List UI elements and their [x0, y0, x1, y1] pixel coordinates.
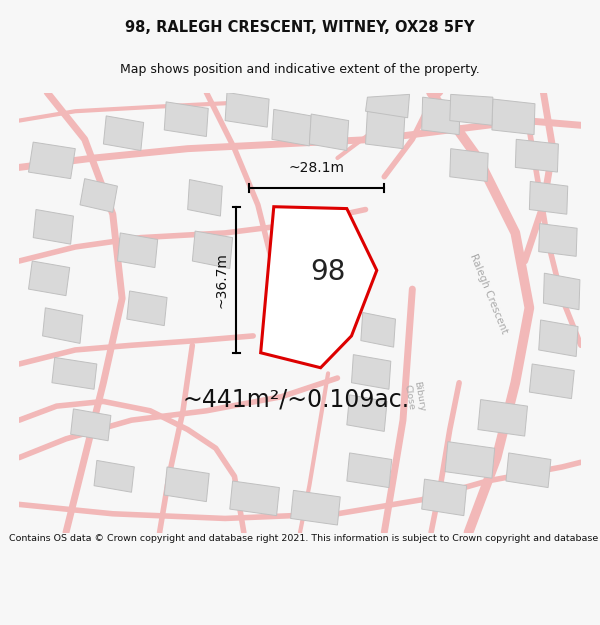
Polygon shape [52, 357, 97, 389]
Polygon shape [352, 354, 391, 389]
Polygon shape [347, 395, 387, 431]
Polygon shape [29, 261, 70, 296]
Polygon shape [260, 207, 377, 368]
Text: Contains OS data © Crown copyright and database right 2021. This information is : Contains OS data © Crown copyright and d… [9, 534, 600, 543]
Polygon shape [361, 312, 395, 347]
Polygon shape [94, 461, 134, 492]
Polygon shape [445, 442, 495, 478]
Polygon shape [230, 481, 280, 516]
Polygon shape [539, 320, 578, 356]
Polygon shape [164, 102, 208, 136]
Polygon shape [492, 99, 535, 134]
Polygon shape [103, 116, 143, 151]
Polygon shape [506, 453, 551, 488]
Text: Map shows position and indicative extent of the property.: Map shows position and indicative extent… [120, 63, 480, 76]
Polygon shape [188, 179, 222, 216]
Polygon shape [80, 179, 118, 212]
Polygon shape [422, 479, 467, 516]
Polygon shape [272, 109, 311, 146]
Text: 98: 98 [310, 258, 346, 286]
Polygon shape [529, 364, 574, 399]
Polygon shape [544, 273, 580, 310]
Polygon shape [225, 92, 269, 127]
Polygon shape [365, 111, 405, 149]
Text: ~441m²/~0.109ac.: ~441m²/~0.109ac. [183, 388, 410, 412]
Text: 98, RALEGH CRESCENT, WITNEY, OX28 5FY: 98, RALEGH CRESCENT, WITNEY, OX28 5FY [125, 20, 475, 35]
Polygon shape [529, 181, 568, 214]
Polygon shape [290, 491, 340, 525]
Polygon shape [118, 233, 158, 268]
Polygon shape [450, 94, 493, 125]
Polygon shape [539, 224, 577, 256]
Polygon shape [478, 399, 527, 436]
Polygon shape [29, 142, 76, 179]
Polygon shape [365, 94, 410, 118]
Polygon shape [33, 209, 73, 244]
Polygon shape [515, 139, 559, 172]
Text: ~36.7m: ~36.7m [215, 252, 229, 308]
Polygon shape [164, 467, 209, 502]
Polygon shape [193, 231, 233, 269]
Polygon shape [43, 308, 83, 343]
Polygon shape [310, 114, 349, 151]
Polygon shape [422, 97, 460, 134]
Polygon shape [71, 409, 111, 441]
Text: ~28.1m: ~28.1m [289, 161, 344, 175]
Polygon shape [127, 291, 167, 326]
Text: Ralegh Crescent: Ralegh Crescent [469, 253, 510, 335]
Polygon shape [347, 453, 392, 488]
Text: Bibury
Close: Bibury Close [402, 380, 427, 414]
Polygon shape [450, 149, 488, 181]
